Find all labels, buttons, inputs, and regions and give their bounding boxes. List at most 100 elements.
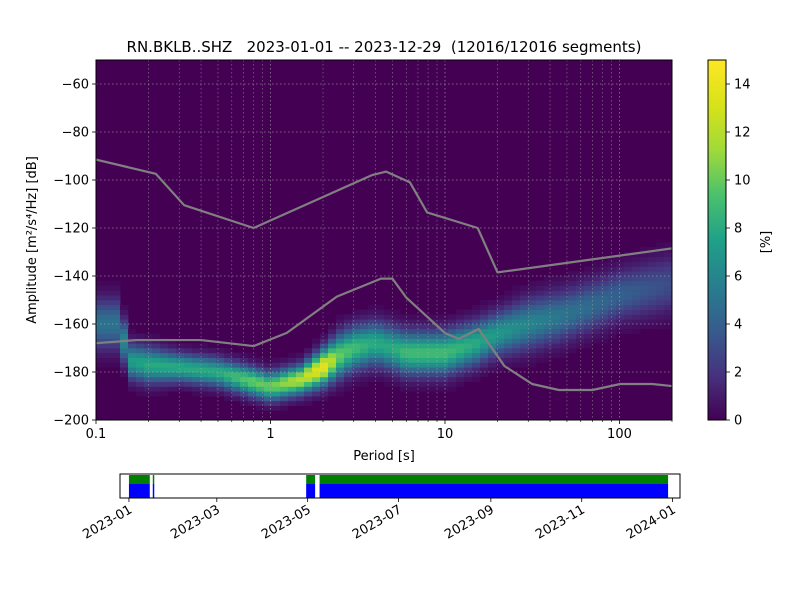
heatmap-cell (360, 333, 369, 339)
heatmap-cell (464, 372, 473, 378)
heatmap-cell (320, 391, 329, 397)
heatmap-cell (432, 338, 441, 344)
heatmap-cell (344, 319, 353, 325)
heatmap-cell (440, 319, 449, 325)
heatmap-cell (376, 319, 385, 325)
heatmap-cell (584, 314, 593, 320)
heatmap-cell (416, 352, 425, 358)
heatmap-cell (464, 376, 473, 382)
heatmap-cell (640, 285, 649, 291)
heatmap-cell (456, 376, 465, 382)
heatmap-cell (656, 242, 665, 248)
heatmap-cell (624, 300, 633, 306)
heatmap-cell (104, 357, 113, 363)
heatmap-cell (456, 328, 465, 334)
heatmap-cell (480, 352, 489, 358)
heatmap-cell (136, 343, 145, 349)
heatmap-cell (568, 285, 577, 291)
heatmap-cell (664, 285, 673, 291)
heatmap-cell (112, 324, 121, 330)
heatmap-cell (576, 290, 585, 296)
heatmap-cell (560, 328, 569, 334)
heatmap-cell (152, 362, 161, 368)
heatmap-cell (152, 357, 161, 363)
heatmap-cell (96, 280, 105, 286)
heatmap-cell (616, 328, 625, 334)
heatmap-cell (168, 348, 177, 354)
heatmap-cell (280, 405, 289, 411)
heatmap-cell (488, 348, 497, 354)
heatmap-cell (152, 381, 161, 387)
heatmap-cell (488, 357, 497, 363)
heatmap-cell (584, 324, 593, 330)
heatmap-cell (416, 376, 425, 382)
heatmap-cell (448, 343, 457, 349)
heatmap-cell (128, 362, 137, 368)
heatmap-cell (600, 333, 609, 339)
heatmap-cell (120, 333, 129, 339)
heatmap-cell (528, 295, 537, 301)
heatmap-cell (448, 348, 457, 354)
heatmap-cell (352, 372, 361, 378)
heatmap-cell (456, 362, 465, 368)
heatmap-cell (440, 352, 449, 358)
heatmap-cell (96, 333, 105, 339)
heatmap-cell (304, 362, 313, 368)
heatmap-cell (160, 391, 169, 397)
heatmap-cell (272, 400, 281, 406)
heatmap-cell (664, 295, 673, 301)
heatmap-cell (544, 343, 553, 349)
heatmap-cell (152, 376, 161, 382)
heatmap-cell (96, 304, 105, 310)
heatmap-cell (608, 300, 617, 306)
heatmap-cell (408, 367, 417, 373)
heatmap-cell (624, 295, 633, 301)
heatmap-cell (208, 352, 217, 358)
heatmap-cell (144, 386, 153, 392)
heatmap-cell (272, 391, 281, 397)
heatmap-cell (200, 391, 209, 397)
heatmap-cell (400, 372, 409, 378)
heatmap-cell (224, 376, 233, 382)
heatmap-cell (512, 328, 521, 334)
heatmap-cell (360, 314, 369, 320)
heatmap-cell (512, 290, 521, 296)
heatmap-cell (456, 333, 465, 339)
heatmap-cell (296, 362, 305, 368)
heatmap-cell (480, 348, 489, 354)
heatmap-cell (632, 309, 641, 315)
heatmap-cell (512, 333, 521, 339)
heatmap-cell (520, 348, 529, 354)
heatmap-cell (592, 333, 601, 339)
heatmap-cell (408, 314, 417, 320)
heatmap-cell (224, 348, 233, 354)
heatmap-cell (400, 367, 409, 373)
heatmap-cell (120, 328, 129, 334)
heatmap-cell (600, 324, 609, 330)
heatmap-cell (448, 367, 457, 373)
heatmap-cell (624, 266, 633, 272)
heatmap-cell (336, 319, 345, 325)
heatmap-cell (280, 396, 289, 402)
heatmap-cell (512, 362, 521, 368)
heatmap-cell (552, 309, 561, 315)
heatmap-cell (384, 343, 393, 349)
heatmap-cell (408, 357, 417, 363)
heatmap-cell (152, 386, 161, 392)
heatmap-cell (592, 304, 601, 310)
heatmap-cell (208, 376, 217, 382)
heatmap-cell (120, 362, 129, 368)
heatmap-cell (152, 372, 161, 378)
heatmap-cell (456, 372, 465, 378)
heatmap-cell (344, 381, 353, 387)
heatmap-cell (480, 343, 489, 349)
heatmap-cell (648, 300, 657, 306)
heatmap-cell (528, 357, 537, 363)
heatmap-cell (224, 381, 233, 387)
heatmap-cell (104, 314, 113, 320)
heatmap-cell (592, 280, 601, 286)
heatmap-cell (168, 367, 177, 373)
heatmap-cell (544, 290, 553, 296)
heatmap-cell (376, 352, 385, 358)
heatmap-cell (456, 309, 465, 315)
